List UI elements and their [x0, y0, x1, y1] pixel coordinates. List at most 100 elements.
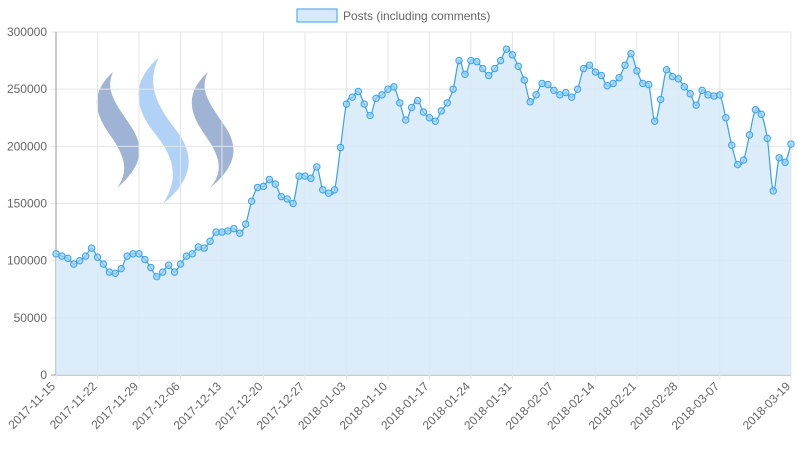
data-point[interactable]: [194, 243, 202, 251]
data-point[interactable]: [449, 85, 457, 93]
data-point[interactable]: [170, 268, 179, 276]
data-point[interactable]: [692, 101, 700, 109]
data-point[interactable]: [324, 189, 333, 197]
data-point[interactable]: [585, 61, 594, 69]
data-point[interactable]: [728, 141, 736, 149]
data-point[interactable]: [680, 83, 689, 91]
data-point[interactable]: [247, 197, 256, 205]
data-point[interactable]: [739, 156, 748, 164]
data-point[interactable]: [313, 163, 321, 171]
data-point[interactable]: [342, 100, 351, 108]
data-point[interactable]: [158, 268, 167, 276]
data-point[interactable]: [164, 261, 173, 269]
data-point[interactable]: [64, 254, 72, 263]
data-point[interactable]: [704, 91, 712, 99]
data-point[interactable]: [141, 255, 149, 264]
data-point[interactable]: [473, 58, 481, 66]
data-point[interactable]: [283, 195, 291, 203]
data-point[interactable]: [390, 83, 398, 91]
data-point[interactable]: [419, 108, 428, 116]
data-point[interactable]: [769, 187, 777, 195]
data-point[interactable]: [763, 134, 771, 143]
data-point[interactable]: [105, 268, 114, 276]
data-point[interactable]: [153, 272, 161, 281]
data-point[interactable]: [698, 86, 706, 95]
data-point[interactable]: [271, 180, 280, 188]
data-point[interactable]: [479, 64, 487, 73]
data-point[interactable]: [319, 186, 327, 194]
data-point[interactable]: [200, 244, 208, 252]
data-point[interactable]: [656, 95, 665, 104]
data-point[interactable]: [366, 111, 374, 120]
data-point[interactable]: [147, 263, 155, 272]
data-point[interactable]: [425, 114, 434, 122]
data-point[interactable]: [609, 79, 617, 88]
data-point[interactable]: [686, 90, 694, 98]
data-point[interactable]: [514, 62, 523, 71]
data-point[interactable]: [650, 117, 659, 125]
data-point[interactable]: [253, 183, 262, 192]
data-point[interactable]: [567, 93, 576, 101]
data-point[interactable]: [745, 131, 754, 139]
data-point[interactable]: [627, 50, 635, 58]
data-point[interactable]: [330, 186, 339, 194]
data-point[interactable]: [573, 85, 582, 93]
data-point[interactable]: [431, 117, 440, 125]
data-point[interactable]: [87, 244, 96, 252]
data-point[interactable]: [437, 107, 445, 115]
data-point[interactable]: [532, 91, 540, 99]
data-point[interactable]: [775, 154, 783, 162]
data-point[interactable]: [81, 252, 90, 260]
data-point[interactable]: [176, 260, 185, 268]
data-point[interactable]: [396, 99, 404, 107]
data-point[interactable]: [218, 228, 226, 236]
data-point[interactable]: [502, 45, 511, 53]
data-point[interactable]: [562, 88, 570, 97]
data-point[interactable]: [372, 94, 380, 103]
data-point[interactable]: [508, 51, 517, 59]
data-point[interactable]: [579, 64, 588, 73]
data-point[interactable]: [716, 91, 724, 99]
data-point[interactable]: [722, 114, 730, 122]
data-point[interactable]: [443, 99, 451, 107]
data-point[interactable]: [662, 66, 671, 74]
data-point[interactable]: [336, 143, 345, 152]
data-point[interactable]: [236, 229, 244, 237]
data-point[interactable]: [259, 182, 268, 191]
legend-swatch[interactable]: [296, 8, 338, 23]
data-point[interactable]: [461, 70, 469, 79]
data-point[interactable]: [354, 87, 362, 96]
legend[interactable]: Posts (including comments): [296, 8, 490, 23]
data-point[interactable]: [597, 71, 606, 80]
data-point[interactable]: [544, 80, 552, 89]
data-point[interactable]: [70, 260, 78, 268]
data-point[interactable]: [76, 256, 84, 265]
data-point[interactable]: [206, 237, 214, 245]
data-point[interactable]: [633, 67, 641, 75]
data-point[interactable]: [467, 56, 475, 65]
data-point[interactable]: [496, 56, 505, 65]
data-point[interactable]: [188, 250, 197, 258]
data-point[interactable]: [402, 116, 410, 124]
data-point[interactable]: [639, 79, 647, 88]
data-point[interactable]: [710, 92, 718, 100]
data-point[interactable]: [455, 56, 463, 65]
data-point[interactable]: [135, 250, 143, 258]
data-point[interactable]: [645, 80, 653, 89]
data-point[interactable]: [348, 93, 357, 101]
data-point[interactable]: [615, 74, 623, 82]
data-point[interactable]: [538, 79, 546, 88]
data-point[interactable]: [117, 264, 125, 273]
data-point[interactable]: [550, 86, 558, 95]
data-point[interactable]: [289, 199, 297, 208]
data-point[interactable]: [307, 174, 315, 183]
data-point[interactable]: [757, 110, 766, 119]
data-point[interactable]: [265, 175, 274, 184]
data-point[interactable]: [413, 96, 422, 105]
data-point[interactable]: [490, 64, 499, 73]
data-point[interactable]: [360, 100, 368, 108]
data-point[interactable]: [230, 224, 238, 233]
data-point[interactable]: [93, 253, 102, 261]
data-point[interactable]: [787, 140, 795, 148]
data-point[interactable]: [751, 106, 760, 114]
